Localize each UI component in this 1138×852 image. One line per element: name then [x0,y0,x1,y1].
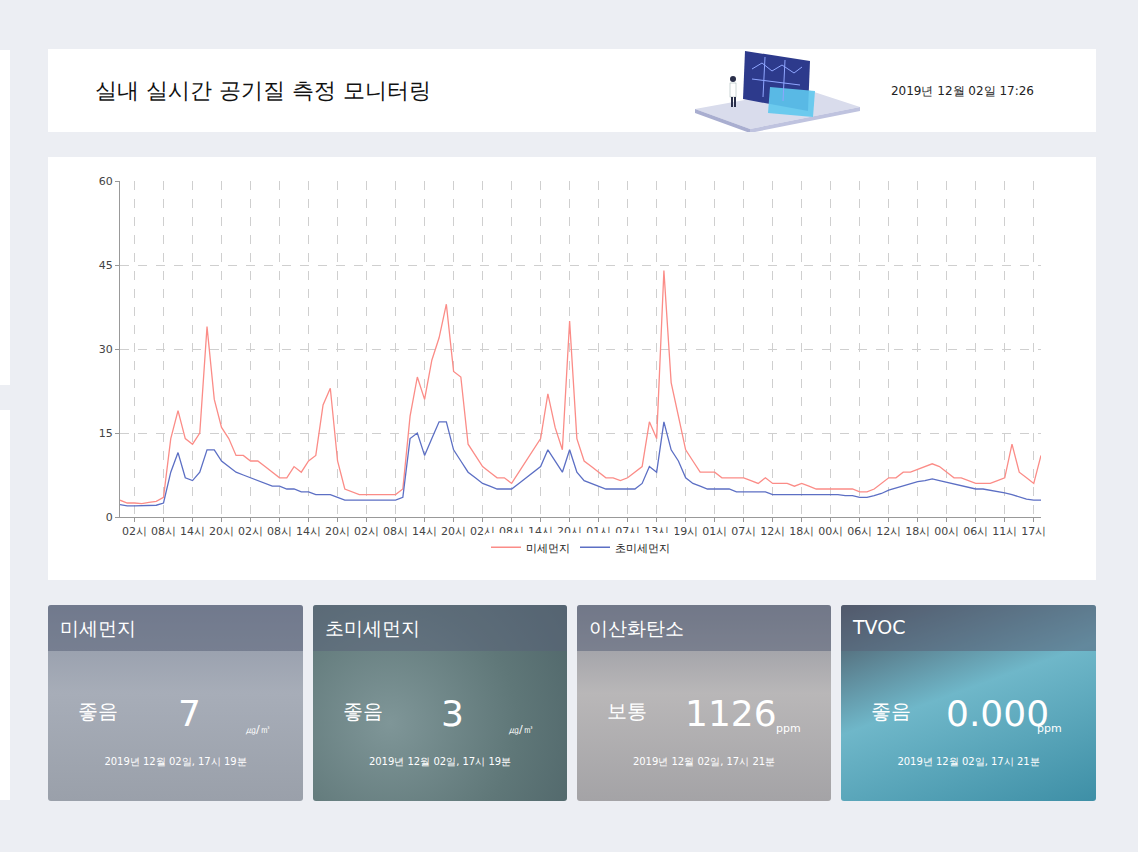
html-text:02시 08시 14시 20시 01시 07시 13시: 02시 08시 14시 20시 01시 07시 13시 [470,525,670,539]
html-text:2019년 12월 02일 17:26: 2019년 12월 02일 17:26 [890,84,1034,98]
html-text:7: 7 [178,693,201,734]
html-text:초미세먼지: 초미세먼지 [325,617,420,639]
html-text:TVOC: TVOC [853,616,906,638]
svg-text:14시: 14시 [180,525,205,538]
svg-text:12시: 12시 [760,525,785,538]
svg-text:14시: 14시 [412,525,437,538]
svg-text:초미세먼지: 초미세먼지 [615,542,670,555]
html-text:3: 3 [441,693,464,734]
html-text:ppm: ppm [776,722,801,735]
svg-text:08시: 08시 [267,525,292,538]
html-text:2019년 12월 02일, 17시 19분: 2019년 12월 02일, 17시 19분 [368,756,512,767]
svg-text:08시: 08시 [151,525,176,538]
html-text:보통: 보통 [607,699,647,723]
html-text:좋음: 좋음 [343,699,383,723]
html-text:0.000: 0.000 [946,693,1050,734]
svg-text:02시: 02시 [354,525,379,538]
svg-text:00시: 00시 [818,525,843,538]
svg-text:11시: 11시 [992,525,1017,538]
svg-text:19시: 19시 [673,525,698,538]
svg-text:17시: 17시 [1021,525,1046,538]
svg-text:01시: 01시 [702,525,727,538]
html-text:미세먼지: 미세먼지 [60,617,136,639]
svg-text:02시: 02시 [122,525,147,538]
html-text:이산화탄소: 이산화탄소 [589,617,684,639]
svg-text:20시: 20시 [325,525,350,538]
svg-text:18시: 18시 [789,525,814,538]
svg-text:20시: 20시 [441,525,466,538]
svg-text:15: 15 [99,427,113,440]
html-text:2019년 12월 02일, 17시 21분: 2019년 12월 02일, 17시 21분 [897,756,1040,767]
html-text:1126: 1126 [685,693,777,734]
svg-text:08시: 08시 [383,525,408,538]
html-text:2019년 12월 02일, 17시 19분: 2019년 12월 02일, 17시 19분 [104,756,247,767]
svg-text:45: 45 [99,259,113,272]
svg-text:00시: 00시 [934,525,959,538]
svg-text:14시: 14시 [296,525,321,538]
html-text:ppm: ppm [1037,722,1062,735]
html-text:좋음: 좋음 [78,699,118,723]
svg-text:미세먼지: 미세먼지 [526,542,570,555]
svg-text:02시: 02시 [238,525,263,538]
svg-text:60: 60 [99,175,113,188]
html-text:실내 실시간 공기질 측정 모니터링: 실내 실시간 공기질 측정 모니터링 [95,78,431,103]
svg-text:07시: 07시 [731,525,756,538]
svg-text:18시: 18시 [905,525,930,538]
html-text:2019년 12월 02일, 17시 21분: 2019년 12월 02일, 17시 21분 [632,756,776,767]
svg-text:20시: 20시 [209,525,234,538]
svg-text:06시: 06시 [847,525,872,538]
svg-text:06시: 06시 [963,525,988,538]
html-text:좋음: 좋음 [871,699,911,723]
svg-text:0: 0 [106,511,113,524]
svg-text:30: 30 [99,343,113,356]
svg-text:12시: 12시 [876,525,901,538]
